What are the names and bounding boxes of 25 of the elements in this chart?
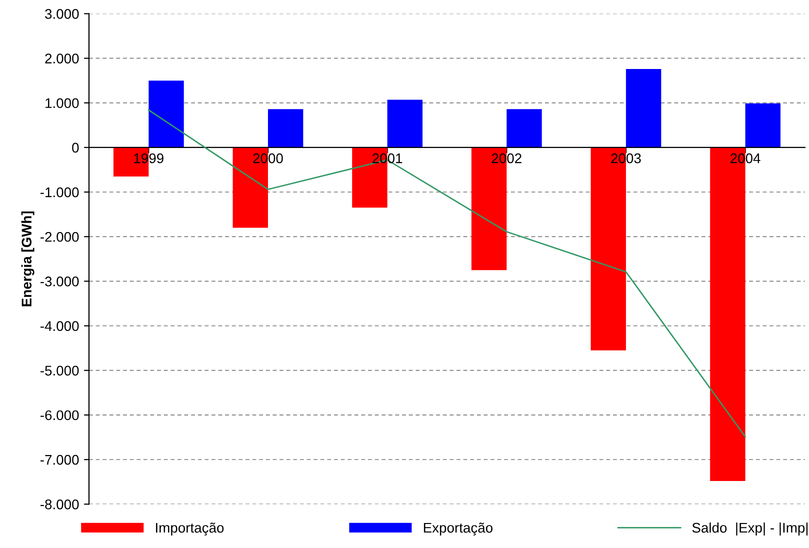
y-tick-label: -8.000 — [40, 499, 79, 510]
y-tick-label: -5.000 — [40, 366, 79, 376]
x-tick-label: 2000 — [253, 153, 283, 164]
y-tick-label: -1.000 — [40, 187, 79, 198]
y-tick-label: 1.000 — [46, 98, 79, 108]
legend-label: Saldo |Exp| - |Imp| — [692, 522, 808, 536]
bar — [387, 100, 423, 148]
bar — [506, 109, 542, 148]
y-tick-label: -4.000 — [40, 321, 79, 331]
y-tick-label: -2.000 — [40, 232, 79, 242]
y-tick-label: 3.000 — [45, 9, 79, 19]
bar — [268, 109, 304, 148]
x-tick-label: 2003 — [611, 153, 641, 164]
y-tick-label: 2.000 — [45, 54, 79, 64]
y-tick-label: -7.000 — [40, 454, 79, 465]
y-tick-label: -3.000 — [40, 276, 79, 286]
bar — [626, 68, 662, 148]
y-tick-label: -6.000 — [40, 410, 79, 420]
y-axis-title: Energia [GWh] — [21, 211, 34, 306]
x-tick-label: 2001 — [372, 153, 402, 164]
bar — [148, 80, 184, 148]
legend-label: Exportação — [424, 522, 492, 536]
legend-label: Importação — [156, 522, 224, 536]
y-tick-label: 0 — [72, 142, 79, 153]
bar — [745, 103, 780, 148]
